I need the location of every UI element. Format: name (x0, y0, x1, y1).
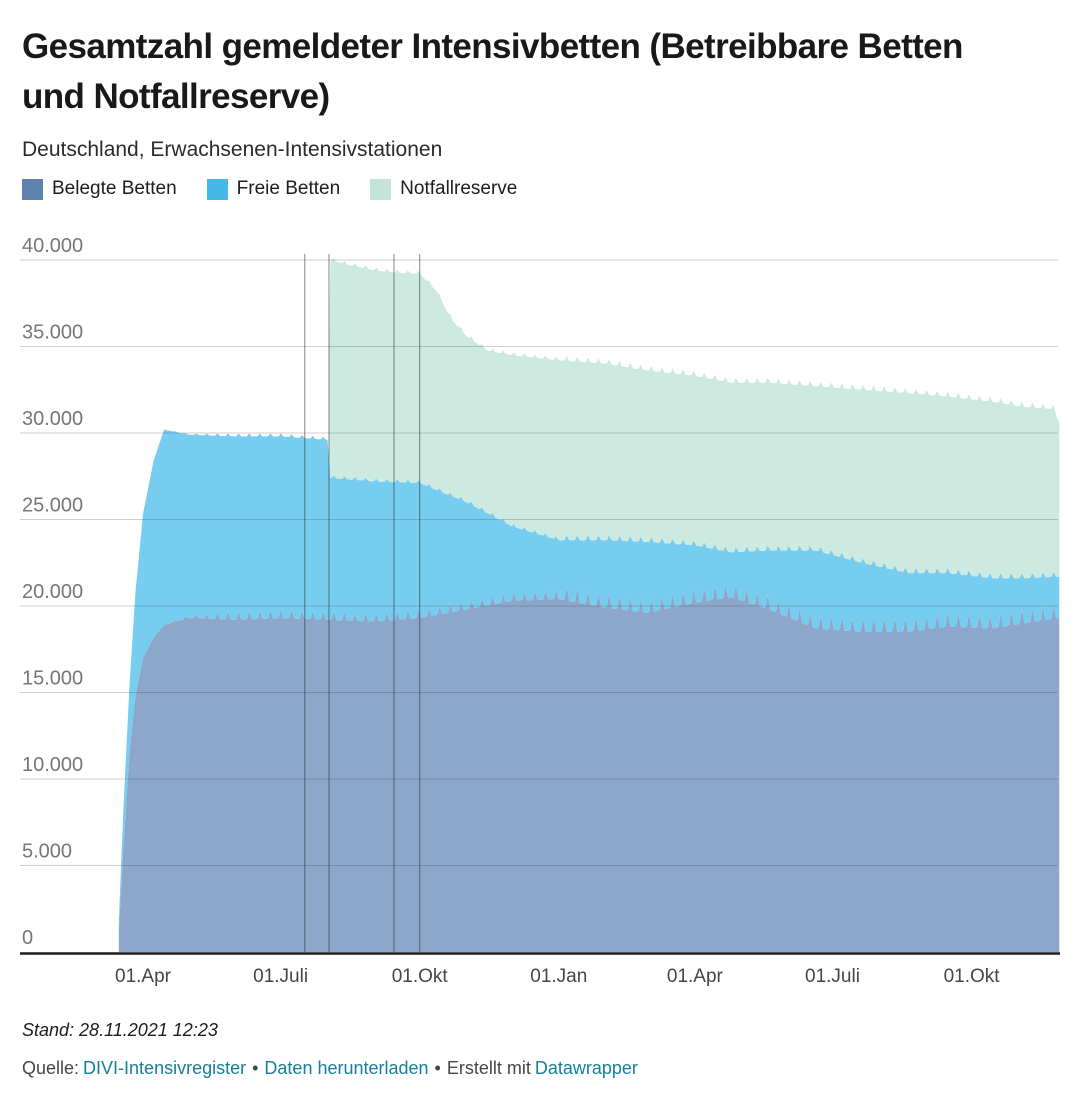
chart-subtitle: Deutschland, Erwachsenen-Intensivstation… (22, 138, 443, 161)
y-tick-label: 25.000 (22, 495, 83, 517)
x-tick-label: 01.Okt (944, 966, 1001, 987)
created-with-label: Erstellt mit (446, 1058, 531, 1078)
legend-item-notfallreserve: Notfallreserve (370, 178, 517, 200)
page-title: Gesamtzahl gemeldeter Intensivbetten (Be… (22, 22, 1062, 122)
area-freie-betten (118, 429, 1060, 932)
x-tick-label: 01.Apr (667, 966, 724, 987)
x-tick-label: 01.Jan (530, 966, 587, 987)
y-tick-label: 0 (22, 927, 33, 949)
legend-swatch-notfallreserve (370, 178, 392, 200)
chart-legend: Belegte Betten Freie Betten Notfallreser… (22, 178, 517, 200)
area-belegte-betten (118, 584, 1060, 952)
data-timestamp: Stand: 28.11.2021 12:23 (22, 1020, 218, 1040)
legend-label: Belegte Betten (52, 178, 177, 199)
legend-swatch-freie-betten (206, 178, 228, 200)
separator-dot: • (434, 1058, 441, 1078)
legend-swatch-belegte-betten (22, 178, 43, 200)
download-data-link[interactable]: Daten herunterladen (264, 1058, 429, 1078)
x-tick-label: 01.Juli (253, 966, 308, 987)
title-line-2: und Notfallreserve) (22, 77, 330, 116)
source-label: Quelle: (22, 1058, 80, 1078)
legend-label: Notfallreserve (400, 178, 518, 199)
y-tick-label: 15.000 (22, 668, 83, 690)
y-tick-label: 20.000 (22, 581, 83, 603)
legend-label: Freie Betten (236, 178, 341, 199)
area-notfallreserve (328, 257, 1060, 579)
x-tick-label: 01.Juli (805, 966, 860, 987)
legend-item-freie-betten: Freie Betten (206, 178, 341, 200)
title-line-1: Gesamtzahl gemeldeter Intensivbetten (Be… (22, 27, 963, 66)
y-tick-label: 35.000 (22, 322, 83, 344)
source-attribution: Quelle: DIVI-Intensivregister • Daten herun… (22, 1058, 638, 1079)
legend-item-belegte-betten: Belegte Betten (22, 178, 177, 200)
datawrapper-link[interactable]: Datawrapper (534, 1058, 638, 1078)
y-tick-label: 10.000 (22, 754, 83, 776)
x-tick-label: 01.Okt (392, 966, 449, 987)
y-tick-label: 5.000 (22, 841, 72, 863)
x-tick-label: 01.Apr (115, 966, 172, 987)
y-tick-label: 40.000 (22, 235, 83, 257)
separator-dot: • (252, 1058, 259, 1078)
source-link[interactable]: DIVI-Intensivregister (83, 1058, 247, 1078)
y-tick-label: 30.000 (22, 408, 83, 430)
